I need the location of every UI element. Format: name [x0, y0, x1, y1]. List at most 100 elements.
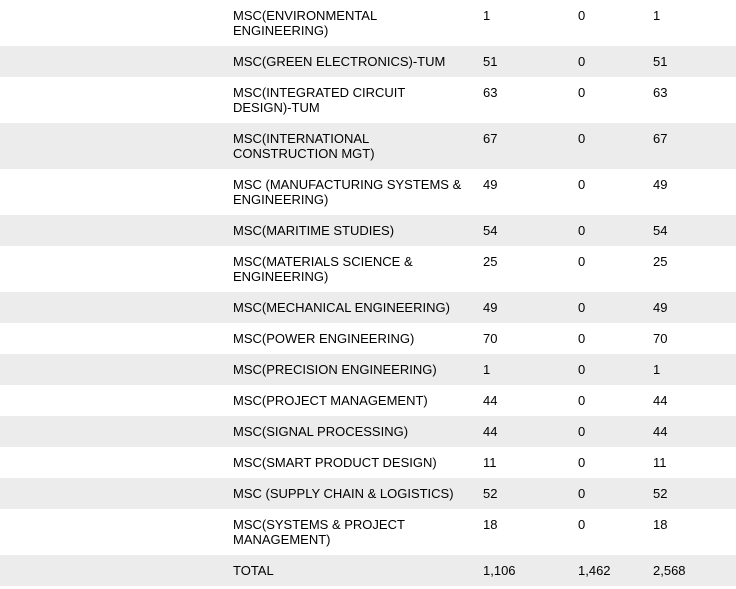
- cell-program-name: MSC(SYSTEMS & PROJECT MANAGEMENT): [225, 509, 475, 555]
- cell-blank-a: [0, 215, 55, 246]
- cell-value-1: 52: [475, 478, 570, 509]
- cell-value-3: 2,568: [645, 555, 736, 586]
- cell-value-1: 44: [475, 385, 570, 416]
- cell-value-2: 0: [570, 447, 645, 478]
- cell-program-name: MSC(GREEN ELECTRONICS)-TUM: [225, 46, 475, 77]
- cell-value-2: 0: [570, 354, 645, 385]
- table-row: MSC(PRECISION ENGINEERING)101: [0, 354, 736, 385]
- cell-blank-b: [55, 385, 225, 416]
- table-row: MSC(MECHANICAL ENGINEERING)49049: [0, 292, 736, 323]
- cell-blank-a: [0, 354, 55, 385]
- cell-blank-b: [55, 292, 225, 323]
- cell-value-3: 44: [645, 416, 736, 447]
- cell-blank-a: [0, 555, 55, 586]
- cell-program-name: MSC(MARITIME STUDIES): [225, 215, 475, 246]
- cell-value-2: 0: [570, 0, 645, 46]
- cell-value-2: 0: [570, 323, 645, 354]
- table-row: TOTAL1,1061,4622,568: [0, 555, 736, 586]
- table-row: MSC(MARITIME STUDIES)54054: [0, 215, 736, 246]
- cell-value-1: 51: [475, 46, 570, 77]
- programs-table: MSC(ENVIRONMENTAL ENGINEERING)101MSC(GRE…: [0, 0, 736, 586]
- table-row: MSC(SMART PRODUCT DESIGN)11011: [0, 447, 736, 478]
- cell-value-2: 0: [570, 509, 645, 555]
- cell-blank-b: [55, 323, 225, 354]
- cell-blank-a: [0, 447, 55, 478]
- table-row: MSC(INTERNATIONAL CONSTRUCTION MGT)67067: [0, 123, 736, 169]
- cell-value-3: 44: [645, 385, 736, 416]
- cell-program-name: MSC(POWER ENGINEERING): [225, 323, 475, 354]
- cell-value-1: 49: [475, 292, 570, 323]
- cell-value-3: 63: [645, 77, 736, 123]
- cell-program-name: MSC(INTERNATIONAL CONSTRUCTION MGT): [225, 123, 475, 169]
- cell-value-2: 0: [570, 385, 645, 416]
- cell-blank-b: [55, 555, 225, 586]
- cell-blank-a: [0, 385, 55, 416]
- cell-value-2: 0: [570, 46, 645, 77]
- cell-value-3: 54: [645, 215, 736, 246]
- cell-value-3: 70: [645, 323, 736, 354]
- table-row: MSC(SIGNAL PROCESSING)44044: [0, 416, 736, 447]
- cell-blank-a: [0, 0, 55, 46]
- cell-program-name: MSC(PROJECT MANAGEMENT): [225, 385, 475, 416]
- cell-value-2: 0: [570, 292, 645, 323]
- cell-blank-b: [55, 77, 225, 123]
- cell-blank-a: [0, 123, 55, 169]
- cell-value-2: 0: [570, 169, 645, 215]
- cell-blank-a: [0, 292, 55, 323]
- table-row: MSC(INTEGRATED CIRCUIT DESIGN)-TUM63063: [0, 77, 736, 123]
- cell-program-name: MSC(SIGNAL PROCESSING): [225, 416, 475, 447]
- cell-blank-b: [55, 478, 225, 509]
- table-row: MSC(GREEN ELECTRONICS)-TUM51051: [0, 46, 736, 77]
- cell-value-2: 0: [570, 77, 645, 123]
- cell-blank-b: [55, 169, 225, 215]
- cell-value-1: 1: [475, 0, 570, 46]
- table-row: MSC (MANUFACTURING SYSTEMS & ENGINEERING…: [0, 169, 736, 215]
- cell-value-2: 0: [570, 215, 645, 246]
- cell-blank-b: [55, 416, 225, 447]
- cell-value-3: 1: [645, 354, 736, 385]
- cell-value-2: 0: [570, 123, 645, 169]
- cell-value-1: 67: [475, 123, 570, 169]
- cell-blank-b: [55, 0, 225, 46]
- cell-blank-b: [55, 123, 225, 169]
- cell-blank-b: [55, 215, 225, 246]
- cell-value-2: 0: [570, 416, 645, 447]
- table-row: MSC (SUPPLY CHAIN & LOGISTICS)52052: [0, 478, 736, 509]
- cell-program-name: MSC(PRECISION ENGINEERING): [225, 354, 475, 385]
- cell-value-2: 0: [570, 478, 645, 509]
- cell-blank-a: [0, 416, 55, 447]
- cell-value-3: 11: [645, 447, 736, 478]
- cell-value-3: 52: [645, 478, 736, 509]
- cell-program-name: MSC(SMART PRODUCT DESIGN): [225, 447, 475, 478]
- table-row: MSC(MATERIALS SCIENCE & ENGINEERING)2502…: [0, 246, 736, 292]
- cell-value-1: 25: [475, 246, 570, 292]
- cell-program-name: MSC (MANUFACTURING SYSTEMS & ENGINEERING…: [225, 169, 475, 215]
- cell-value-2: 0: [570, 246, 645, 292]
- cell-value-3: 1: [645, 0, 736, 46]
- cell-blank-a: [0, 509, 55, 555]
- cell-program-name: MSC(ENVIRONMENTAL ENGINEERING): [225, 0, 475, 46]
- cell-program-name: TOTAL: [225, 555, 475, 586]
- cell-value-3: 49: [645, 292, 736, 323]
- cell-blank-a: [0, 323, 55, 354]
- cell-program-name: MSC (SUPPLY CHAIN & LOGISTICS): [225, 478, 475, 509]
- table-row: MSC(SYSTEMS & PROJECT MANAGEMENT)18018: [0, 509, 736, 555]
- cell-value-1: 1,106: [475, 555, 570, 586]
- cell-value-1: 54: [475, 215, 570, 246]
- cell-program-name: MSC(MECHANICAL ENGINEERING): [225, 292, 475, 323]
- cell-blank-b: [55, 447, 225, 478]
- cell-value-1: 63: [475, 77, 570, 123]
- cell-value-3: 51: [645, 46, 736, 77]
- cell-blank-a: [0, 77, 55, 123]
- cell-value-2: 1,462: [570, 555, 645, 586]
- cell-value-1: 11: [475, 447, 570, 478]
- cell-blank-a: [0, 246, 55, 292]
- cell-value-3: 67: [645, 123, 736, 169]
- cell-program-name: MSC(MATERIALS SCIENCE & ENGINEERING): [225, 246, 475, 292]
- cell-blank-b: [55, 46, 225, 77]
- cell-blank-a: [0, 478, 55, 509]
- cell-blank-a: [0, 46, 55, 77]
- cell-blank-a: [0, 169, 55, 215]
- cell-value-1: 49: [475, 169, 570, 215]
- table-row: MSC(POWER ENGINEERING)70070: [0, 323, 736, 354]
